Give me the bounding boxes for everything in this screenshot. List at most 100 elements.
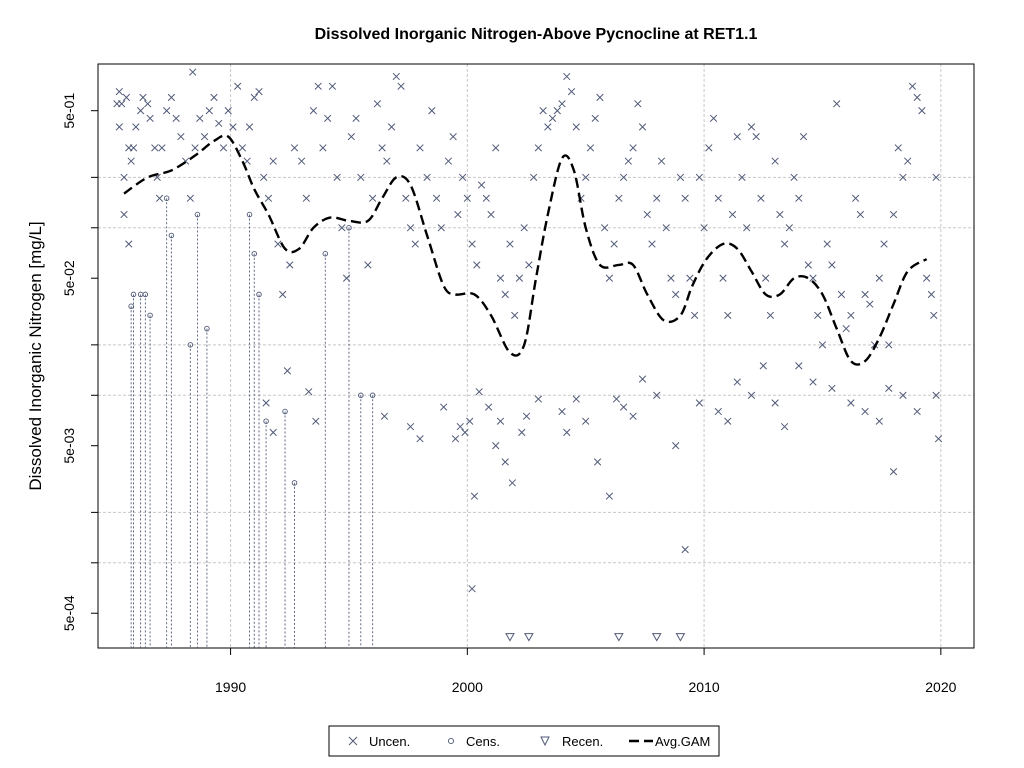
uncen-point-173 (894, 144, 902, 152)
uncen-point-214 (747, 391, 756, 399)
y-tick-label-2: 5e-02 (61, 260, 77, 296)
uncen-point-191 (484, 403, 493, 411)
uncen-point-121 (648, 240, 656, 248)
uncen-point-25 (186, 194, 194, 202)
uncen-point-4 (115, 123, 123, 131)
uncen-point-158 (823, 240, 831, 248)
uncen-point-120 (643, 210, 651, 219)
uncen-point-181 (932, 391, 940, 399)
uncen-point-205 (629, 412, 637, 420)
legend-label-cens: Cens. (466, 734, 500, 749)
uncen-point-145 (762, 274, 770, 282)
uncen-point-208 (672, 442, 680, 450)
legend-label-uncen: Uncen. (369, 734, 410, 749)
cens-point-0 (128, 303, 134, 310)
cens-point-7 (187, 342, 194, 348)
uncen-point-211 (714, 407, 722, 416)
uncen-point-201 (582, 417, 590, 425)
y-tick-label-0: 5e-04 (61, 595, 77, 631)
uncen-point-238 (572, 395, 580, 403)
uncen-point-11 (132, 123, 140, 131)
legend-marker-uncen (348, 736, 358, 746)
uncen-point-162 (842, 324, 850, 333)
uncen-point-157 (818, 341, 827, 349)
series-uncen (113, 68, 943, 593)
uncen-point-125 (667, 274, 675, 282)
uncen-point-102 (558, 100, 566, 108)
uncen-point-182 (934, 435, 943, 443)
uncen-point-74 (423, 173, 431, 182)
uncen-point-122 (653, 194, 661, 202)
uncen-point-140 (738, 173, 746, 182)
recen-point-2 (614, 633, 624, 642)
uncen-point-204 (619, 403, 628, 411)
uncen-point-68 (392, 72, 400, 81)
uncen-point-20 (163, 107, 171, 115)
uncen-point-92 (511, 311, 519, 320)
uncen-point-148 (776, 210, 784, 219)
uncen-point-117 (629, 144, 637, 152)
series-avg-gam-line (123, 134, 928, 366)
uncen-point-239 (612, 395, 621, 403)
uncen-point-200 (563, 428, 571, 437)
uncen-point-50 (302, 194, 310, 202)
uncen-point-9 (125, 240, 133, 248)
uncen-point-47 (286, 261, 294, 269)
uncen-point-28 (196, 114, 204, 123)
y-axis-label: Dissolved Inorganic Nitrogen [mg/L] (26, 221, 45, 490)
uncen-point-94 (520, 224, 528, 232)
uncen-point-231 (283, 367, 292, 375)
recen-point-0 (505, 633, 515, 642)
uncen-point-207 (653, 391, 661, 399)
uncen-point-65 (378, 144, 386, 152)
cens-point-3 (142, 291, 149, 298)
uncen-point-59 (347, 132, 355, 141)
cens-point-10 (246, 211, 253, 218)
uncen-point-66 (383, 157, 391, 165)
recen-point-1 (524, 633, 534, 642)
uncen-point-81 (458, 173, 467, 182)
uncen-point-167 (866, 300, 874, 308)
uncen-point-115 (619, 173, 628, 182)
uncen-point-161 (837, 290, 846, 299)
uncen-point-166 (861, 290, 869, 299)
uncen-point-67 (387, 123, 396, 131)
cens-point-11 (251, 250, 258, 257)
y-axis: 5e-04 5e-03 5e-02 5e-01 (61, 93, 98, 631)
uncen-point-185 (451, 435, 460, 443)
uncen-point-26 (191, 144, 199, 152)
uncen-point-228 (468, 585, 476, 593)
uncen-point-178 (918, 107, 926, 115)
cens-point-4 (147, 312, 153, 319)
uncen-point-37 (238, 144, 247, 152)
uncen-point-18 (155, 194, 164, 202)
uncen-point-101 (553, 107, 561, 115)
uncen-point-183 (932, 173, 940, 182)
uncen-point-56 (333, 173, 341, 182)
uncen-point-223 (875, 417, 883, 425)
uncen-point-235 (380, 412, 389, 420)
uncen-point-215 (759, 362, 767, 370)
legend-box (328, 725, 720, 757)
uncen-point-39 (245, 123, 254, 131)
uncen-point-69 (397, 82, 405, 90)
uncen-point-139 (733, 132, 741, 141)
legend-marker-recen (540, 736, 550, 747)
uncen-point-192 (492, 442, 500, 450)
uncen-point-89 (496, 274, 505, 282)
uncen-point-103 (563, 72, 571, 81)
uncen-point-91 (506, 240, 514, 248)
uncen-point-159 (828, 261, 836, 269)
recen-point-4 (675, 633, 686, 642)
uncen-point-127 (676, 173, 685, 182)
uncen-point-12 (136, 107, 145, 115)
cens-point-6 (168, 232, 175, 239)
uncen-point-52 (314, 82, 322, 90)
uncen-point-142 (747, 123, 756, 131)
uncen-point-234 (406, 422, 415, 431)
uncen-point-31 (210, 93, 218, 102)
cens-point-1 (130, 291, 137, 298)
legend: Uncen. Cens. Recen. Avg.GAM (328, 725, 720, 757)
uncen-point-233 (312, 417, 320, 425)
